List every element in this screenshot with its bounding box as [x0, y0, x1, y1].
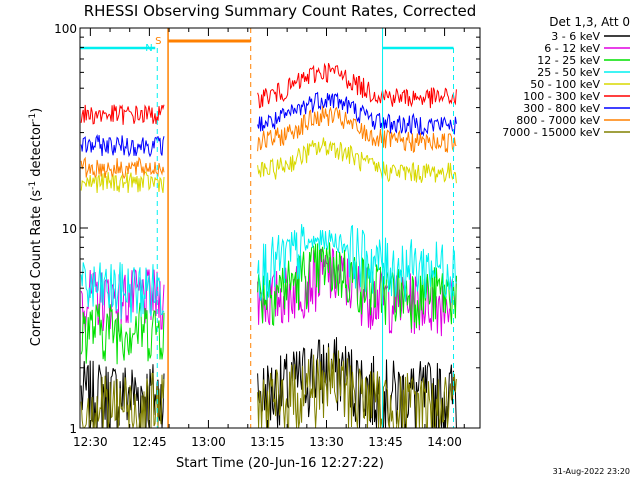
y-tick-label: 1 [69, 422, 77, 436]
x-tick-label: 13:45 [368, 435, 403, 449]
y-tick-label: 10 [62, 222, 77, 236]
series-trace [257, 106, 457, 154]
y-axis-label-sup2: -1 [28, 113, 38, 122]
y-axis-label-main: Corrected Count Rate (s [29, 190, 44, 347]
axes: NS 1 10 100 12:30 12:45 13:00 13:15 13:30 13:45 14… [54, 22, 481, 449]
legend-entry-label: 25 - 50 keV [537, 66, 600, 79]
series-trace [257, 224, 457, 303]
series-trace [257, 347, 457, 429]
y-axis-label-end: ) [29, 108, 44, 113]
x-tick-label: 12:30 [73, 435, 108, 449]
saa-label: S [155, 36, 161, 47]
x-tick-label: 13:00 [191, 435, 226, 449]
series-7 [80, 106, 457, 180]
series-trace [80, 262, 165, 323]
y-axis-label-mid: detector [29, 121, 44, 181]
legend-header: Det 1,3, Att 0 [549, 15, 630, 29]
series-4 [80, 137, 457, 194]
series-trace [257, 137, 457, 184]
series-trace [80, 268, 165, 332]
series-trace [80, 360, 165, 429]
series-trace [80, 302, 165, 365]
series-trace [80, 104, 165, 125]
series-trace [257, 62, 457, 109]
series-trace [80, 156, 165, 180]
series-trace [257, 242, 457, 329]
series-2 [80, 242, 457, 365]
y-axis-label-sup1: -1 [28, 181, 38, 190]
x-axis-label: Start Time (20-Jun-16 12:27:22) [176, 456, 384, 471]
legend-entry-label: 800 - 7000 keV [516, 114, 600, 127]
series-trace [80, 134, 165, 158]
x-tick-label: 12:45 [132, 435, 167, 449]
legend-entry-label: 100 - 300 keV [523, 90, 600, 103]
x-tick-label: 13:30 [309, 435, 344, 449]
legend-entry-label: 6 - 12 keV [544, 42, 600, 55]
series-trace [80, 171, 165, 194]
legend-entry-label: 3 - 6 keV [551, 30, 600, 43]
series-trace [257, 91, 457, 137]
chart-title: RHESSI Observing Summary Count Rates, Co… [84, 2, 477, 20]
legend-entry-label: 12 - 25 keV [537, 54, 600, 67]
timestamp: 31-Aug-2022 23:20 [553, 467, 630, 476]
series-5 [80, 62, 457, 125]
y-tick-label: 100 [54, 22, 77, 36]
y-axis-label: Corrected Count Rate (s-1 detector-1) [28, 108, 44, 346]
plot-area [80, 62, 457, 429]
legend-entry-label: 50 - 100 keV [530, 78, 600, 91]
x-tick-label: 14:00 [427, 435, 462, 449]
x-tick-label: 13:15 [250, 435, 285, 449]
series-6 [80, 91, 457, 158]
legend-entry-label: 300 - 800 keV [523, 102, 600, 115]
series-3 [80, 224, 457, 323]
legend-entry-label: 7000 - 15000 keV [502, 126, 600, 139]
night-label: N [145, 43, 152, 54]
